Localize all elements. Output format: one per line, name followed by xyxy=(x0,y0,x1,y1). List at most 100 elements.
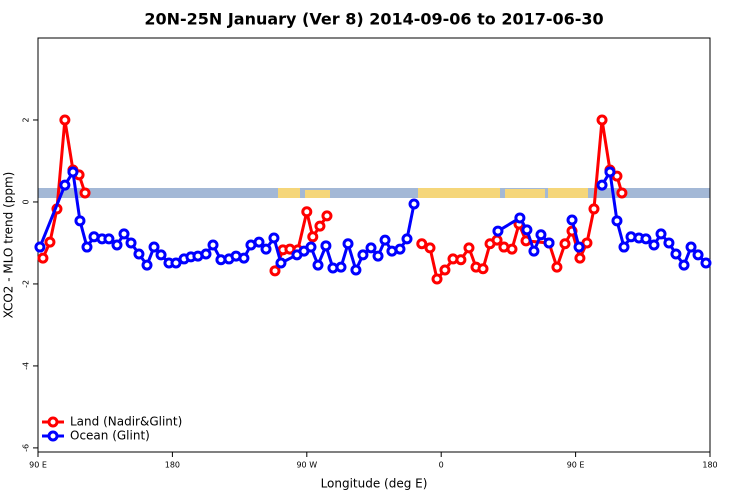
chart-title: 20N-25N January (Ver 8) 2014-09-06 to 20… xyxy=(144,10,603,29)
data-point xyxy=(506,243,518,255)
data-point xyxy=(655,228,667,240)
data-point xyxy=(170,257,182,269)
data-point xyxy=(528,245,540,257)
x-tick-label: 0 xyxy=(439,461,444,470)
data-point xyxy=(588,203,600,215)
data-point xyxy=(350,264,362,276)
data-point xyxy=(320,240,332,252)
data-point xyxy=(424,242,436,254)
data-point xyxy=(125,237,137,249)
data-point xyxy=(314,220,326,232)
data-point xyxy=(663,237,675,249)
data-point xyxy=(463,242,475,254)
data-point xyxy=(260,243,272,255)
map-band xyxy=(38,188,710,198)
data-point xyxy=(408,198,420,210)
x-tick-label: 90 E xyxy=(29,461,47,470)
data-point xyxy=(200,248,212,260)
data-point xyxy=(616,187,628,199)
data-point xyxy=(155,249,167,261)
data-point xyxy=(301,206,313,218)
data-point xyxy=(477,263,489,275)
data-point xyxy=(118,228,130,240)
data-point xyxy=(357,249,369,261)
y-tick-label: 2 xyxy=(22,117,31,122)
data-point xyxy=(111,239,123,251)
data-point xyxy=(37,252,49,264)
x-tick-label: 90 W xyxy=(296,461,317,470)
data-point xyxy=(559,238,571,250)
data-point xyxy=(335,261,347,273)
y-tick-label: -6 xyxy=(22,444,31,452)
data-point xyxy=(401,233,413,245)
data-point xyxy=(365,242,377,254)
data-point xyxy=(307,231,319,243)
data-point xyxy=(74,215,86,227)
data-point xyxy=(618,241,630,253)
data-point xyxy=(700,257,712,269)
data-point xyxy=(312,259,324,271)
data-point xyxy=(596,179,608,191)
data-point xyxy=(648,239,660,251)
legend-marker xyxy=(47,430,59,442)
data-point xyxy=(321,210,333,222)
data-point xyxy=(79,187,91,199)
data-point xyxy=(521,224,533,236)
data-point xyxy=(342,238,354,250)
y-tick-label: -4 xyxy=(22,362,31,370)
data-point xyxy=(492,225,504,237)
data-point xyxy=(573,241,585,253)
data-point xyxy=(692,249,704,261)
data-point xyxy=(431,273,443,285)
data-point xyxy=(551,261,563,273)
data-point xyxy=(253,236,265,248)
data-point xyxy=(678,259,690,271)
y-tick-label: 0 xyxy=(22,199,31,204)
data-point xyxy=(269,265,281,277)
legend-marker xyxy=(47,416,59,428)
y-axis-label: XCO2 - MLO trend (ppm) xyxy=(2,172,16,319)
data-point xyxy=(439,264,451,276)
data-point xyxy=(455,254,467,266)
data-point xyxy=(141,259,153,271)
data-point xyxy=(305,241,317,253)
data-point xyxy=(67,166,79,178)
x-axis-label: Longitude (deg E) xyxy=(321,477,428,491)
data-point xyxy=(670,248,682,260)
data-point xyxy=(59,179,71,191)
data-point xyxy=(133,248,145,260)
legend-label: Land (Nadir&Glint) xyxy=(70,415,182,429)
legend-label: Ocean (Glint) xyxy=(70,429,150,443)
data-point xyxy=(640,233,652,245)
y-tick-label: -2 xyxy=(22,280,31,288)
data-point xyxy=(207,239,219,251)
data-point xyxy=(34,241,46,253)
data-point xyxy=(611,215,623,227)
data-point xyxy=(596,114,608,126)
data-point xyxy=(238,252,250,264)
data-point xyxy=(416,238,428,250)
data-point xyxy=(372,250,384,262)
x-tick-label: 180 xyxy=(702,461,717,470)
data-point xyxy=(581,237,593,249)
data-point xyxy=(514,212,526,224)
data-point xyxy=(685,241,697,253)
data-point xyxy=(394,243,406,255)
data-point xyxy=(574,252,586,264)
data-point xyxy=(535,229,547,241)
data-point xyxy=(275,257,287,269)
x-tick-label: 180 xyxy=(165,461,180,470)
data-point xyxy=(491,234,503,246)
data-point xyxy=(268,232,280,244)
data-point xyxy=(543,237,555,249)
data-point xyxy=(59,114,71,126)
data-point xyxy=(103,233,115,245)
data-point xyxy=(44,236,56,248)
data-point xyxy=(148,241,160,253)
data-point xyxy=(604,166,616,178)
data-point xyxy=(379,234,391,246)
x-tick-label: 90 E xyxy=(567,461,585,470)
data-point xyxy=(81,241,93,253)
data-point xyxy=(566,214,578,226)
